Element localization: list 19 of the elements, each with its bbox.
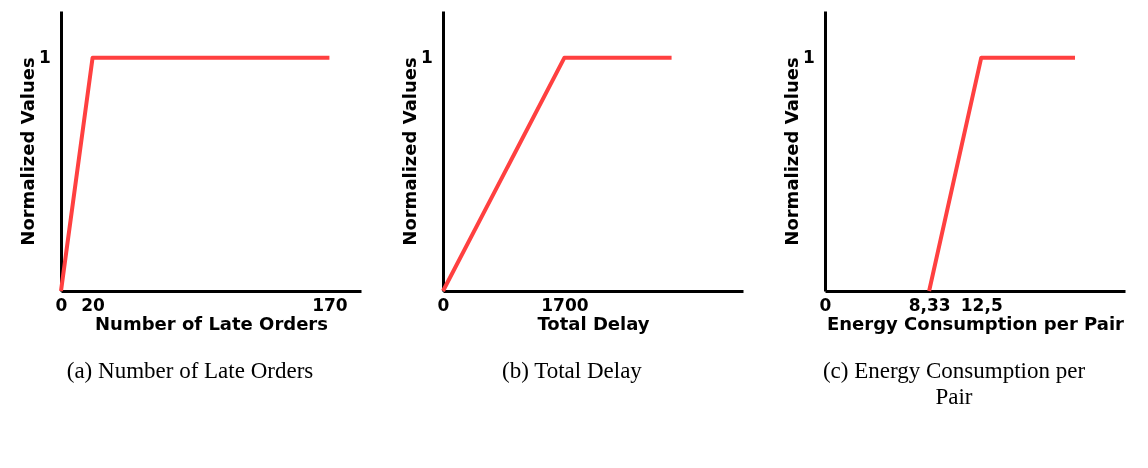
x-axis-title: Total Delay: [537, 312, 650, 334]
text: (b) Total Delay: [501, 358, 643, 384]
x-tick-label: 0: [819, 294, 832, 315]
x-tick-label: 0: [55, 294, 68, 315]
text: 1: [39, 46, 51, 67]
x-axis-title: Number of Late Orders: [95, 312, 328, 334]
x-tick-label: 0: [437, 294, 450, 315]
x-tick-label: 8,33: [908, 294, 951, 315]
y-axis-title: Normalized Values: [16, 57, 38, 246]
y-axis-title: Normalized Values: [780, 57, 802, 246]
text: (c) Energy Consumption per Pair: [821, 358, 1087, 410]
x-tick-label: 170: [312, 294, 348, 315]
x-tick-label: 12,5: [960, 294, 1003, 315]
x-tick-label: 1700: [541, 294, 589, 315]
text: (a) Number of Late Orders: [65, 358, 315, 384]
y-axis-title: Normalized Values: [398, 57, 420, 246]
text: 1: [803, 46, 815, 67]
text: 1: [421, 46, 433, 67]
x-tick-label: 20: [81, 294, 106, 315]
